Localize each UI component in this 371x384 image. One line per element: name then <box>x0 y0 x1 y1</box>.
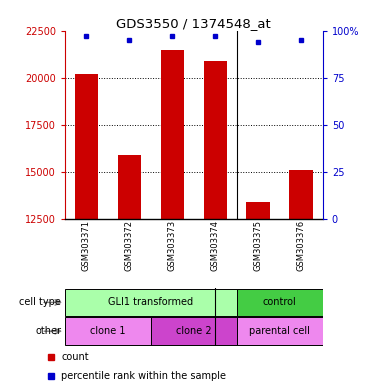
Title: GDS3550 / 1374548_at: GDS3550 / 1374548_at <box>116 17 271 30</box>
Bar <box>151 317 237 345</box>
Text: clone 1: clone 1 <box>90 326 126 336</box>
Bar <box>237 289 323 316</box>
Text: cell type: cell type <box>19 297 61 308</box>
Text: other: other <box>35 326 61 336</box>
Text: control: control <box>263 297 297 308</box>
Bar <box>289 170 313 219</box>
Bar <box>118 155 141 219</box>
Bar <box>237 317 323 345</box>
Bar <box>65 317 151 345</box>
Text: clone 2: clone 2 <box>176 326 212 336</box>
Text: parental cell: parental cell <box>249 326 310 336</box>
Bar <box>204 61 227 219</box>
Bar <box>161 50 184 219</box>
Text: count: count <box>61 352 89 362</box>
Bar <box>65 289 237 316</box>
Text: percentile rank within the sample: percentile rank within the sample <box>61 371 226 381</box>
Bar <box>75 74 98 219</box>
Text: GLI1 transformed: GLI1 transformed <box>108 297 193 308</box>
Bar <box>246 202 270 219</box>
